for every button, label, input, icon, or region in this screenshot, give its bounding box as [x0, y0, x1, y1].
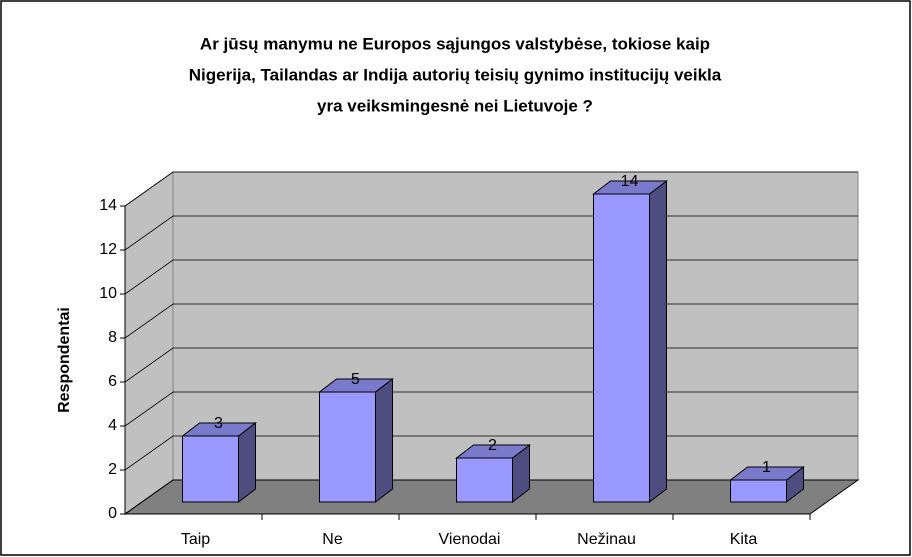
bar-front: [730, 479, 787, 503]
y-axis-title: Respondentai: [56, 307, 73, 413]
bar-front: [456, 457, 513, 503]
y-tick-label: 6: [108, 373, 117, 390]
y-tick-label: 4: [108, 417, 117, 434]
y-tick-label: 12: [99, 241, 117, 258]
chart-title: Ar jūsų manymu ne Europos sąjungos valst…: [200, 34, 710, 53]
y-tick-label: 0: [108, 505, 117, 522]
bar-side: [649, 179, 667, 504]
bar: [455, 443, 531, 504]
bar-front: [182, 435, 239, 503]
value-label: 5: [351, 371, 360, 388]
y-tick-label: 8: [108, 329, 117, 346]
back-wall: [172, 171, 859, 481]
x-tick-label: Taip: [181, 531, 210, 548]
y-tick-label: 10: [99, 285, 117, 302]
y-tick-label: 14: [99, 197, 117, 214]
side-wall: [124, 171, 174, 515]
bar-front: [593, 193, 650, 503]
x-tick-label: Ne: [322, 531, 343, 548]
bar-side: [375, 377, 393, 504]
bar-side: [238, 421, 256, 504]
value-label: 3: [214, 415, 223, 432]
bar: [181, 421, 257, 504]
chart-title: Nigerija, Tailandas ar Indija autorių te…: [189, 65, 722, 84]
bar: [592, 179, 668, 504]
y-tick-label: 2: [108, 461, 117, 478]
value-label: 14: [621, 173, 639, 190]
x-tick-label: Vienodai: [439, 531, 501, 548]
chart-title: yra veiksmingesnė nei Lietuvoje ?: [317, 96, 593, 115]
grid-line: [124, 171, 858, 207]
bar-front: [319, 391, 376, 503]
x-tick-label: Nežinau: [577, 531, 636, 548]
bar: [729, 465, 805, 504]
bar: [318, 377, 394, 504]
value-label: 2: [488, 437, 497, 454]
x-tick-label: Kita: [730, 531, 758, 548]
value-label: 1: [762, 459, 771, 476]
